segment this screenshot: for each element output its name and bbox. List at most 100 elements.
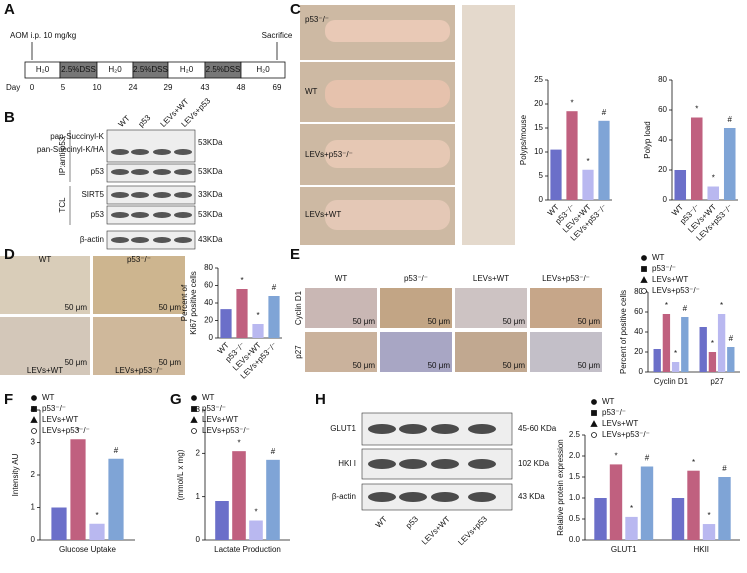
significance-marker: * <box>720 301 723 310</box>
x-tick-label: HKII <box>693 545 709 554</box>
significance-marker: * <box>570 98 573 107</box>
band <box>153 169 171 175</box>
y-tick-label: 40 <box>658 135 667 144</box>
significance-marker: # <box>729 334 734 343</box>
legend-label: WT <box>652 253 665 262</box>
band <box>131 149 149 155</box>
band <box>174 169 192 175</box>
y-tick-label: 25 <box>534 75 543 84</box>
legend-label: LEVs+WT <box>652 275 688 284</box>
bar <box>582 169 594 200</box>
size-label: 53KDa <box>198 138 223 147</box>
blot <box>106 129 196 163</box>
scale-label: 50 μm <box>65 303 88 312</box>
lane-label: p53 <box>404 514 420 530</box>
tcl-label: TCL <box>58 197 67 213</box>
intestine <box>325 140 450 168</box>
y-tick-label: 40 <box>634 327 643 336</box>
significance-marker: # <box>271 447 276 456</box>
y-tick-label: 10 <box>534 147 543 156</box>
bar <box>662 314 671 372</box>
micrograph <box>530 288 602 328</box>
y-tick-label: 0 <box>663 195 668 204</box>
legend-label: p53⁻/⁻ <box>602 408 626 417</box>
y-tick-label: 1 <box>31 503 36 512</box>
lane-label: WT <box>374 514 389 529</box>
bar <box>108 458 124 540</box>
significance-marker: # <box>114 446 119 455</box>
segment-label: 2.5%DSS <box>206 65 241 74</box>
panel-letter: B <box>4 109 15 126</box>
column-label: LEVs+WT <box>473 274 509 283</box>
micrograph <box>530 332 602 372</box>
scale-label: 50 μm <box>578 317 601 326</box>
row-label: LEVs+p53⁻/⁻ <box>305 150 353 159</box>
panel-letter: F <box>4 391 13 408</box>
band <box>174 192 192 198</box>
significance-marker: * <box>614 452 617 461</box>
y-tick-label: 2 <box>31 470 36 479</box>
bar <box>674 170 687 200</box>
size-label: 43KDa <box>198 235 223 244</box>
y-tick-label: 0 <box>196 535 201 544</box>
y-tick-label: 15 <box>534 123 543 132</box>
row-label: GLUT1 <box>330 424 356 433</box>
bar <box>550 149 562 200</box>
day-tick: 10 <box>93 83 102 92</box>
y-tick-label: 3 <box>196 405 201 414</box>
band <box>131 192 149 198</box>
significance-marker: * <box>256 311 259 320</box>
bar <box>566 111 578 200</box>
segment-label: H₂0 <box>256 65 270 74</box>
bar <box>598 120 610 200</box>
size-label: 45-60 KDa <box>518 424 557 433</box>
panel-letter: D <box>4 246 15 263</box>
blot <box>106 230 196 250</box>
scale-label: 50 μm <box>578 361 601 370</box>
significance-marker: * <box>692 458 695 467</box>
ip-label: IP:anti-p53 <box>58 136 67 175</box>
x-tick-label: p27 <box>710 377 724 386</box>
micrograph <box>93 256 185 314</box>
significance-marker: * <box>630 504 633 513</box>
bar <box>699 327 707 372</box>
day-tick: 69 <box>273 83 282 92</box>
size-label: 102 KDa <box>518 459 550 468</box>
legend-symbol <box>191 428 197 434</box>
bar <box>625 516 638 540</box>
y-tick-label: 5 <box>539 171 544 180</box>
band <box>399 492 427 502</box>
y-tick-label: 2 <box>196 448 201 457</box>
bar <box>723 128 736 200</box>
legend-label: LEVs+WT <box>202 415 238 424</box>
y-tick-label: 60 <box>204 281 213 290</box>
band <box>174 212 192 218</box>
legend-label: LEVs+p53⁻/⁻ <box>652 286 700 295</box>
band <box>399 424 427 434</box>
panel-letter: A <box>4 1 15 18</box>
legend-symbol <box>590 420 598 427</box>
segment-label: H₂0 <box>180 65 194 74</box>
micrograph <box>305 332 377 372</box>
sacrifice-label: Sacrifice <box>262 31 293 40</box>
image-label: LEVs+WT <box>27 366 63 375</box>
band <box>153 237 171 243</box>
size-label: 53KDa <box>198 210 223 219</box>
intestine <box>325 200 450 230</box>
band <box>468 424 496 434</box>
legend-label: LEVs+p53⁻/⁻ <box>42 426 90 435</box>
row-label: pan-Succinyl-K/HA <box>37 145 105 154</box>
y-tick-label: 60 <box>658 105 667 114</box>
scale-label: 50 μm <box>503 361 526 370</box>
significance-marker: # <box>683 304 688 313</box>
bar <box>609 464 623 540</box>
panel-letter: G <box>170 391 182 408</box>
row-label: LEVs+WT <box>305 210 341 219</box>
micrograph <box>0 256 90 314</box>
intestine <box>325 80 450 108</box>
bar <box>671 362 680 372</box>
bar <box>727 347 735 372</box>
legend-symbol <box>591 399 597 405</box>
micrograph <box>455 288 527 328</box>
band <box>174 237 192 243</box>
